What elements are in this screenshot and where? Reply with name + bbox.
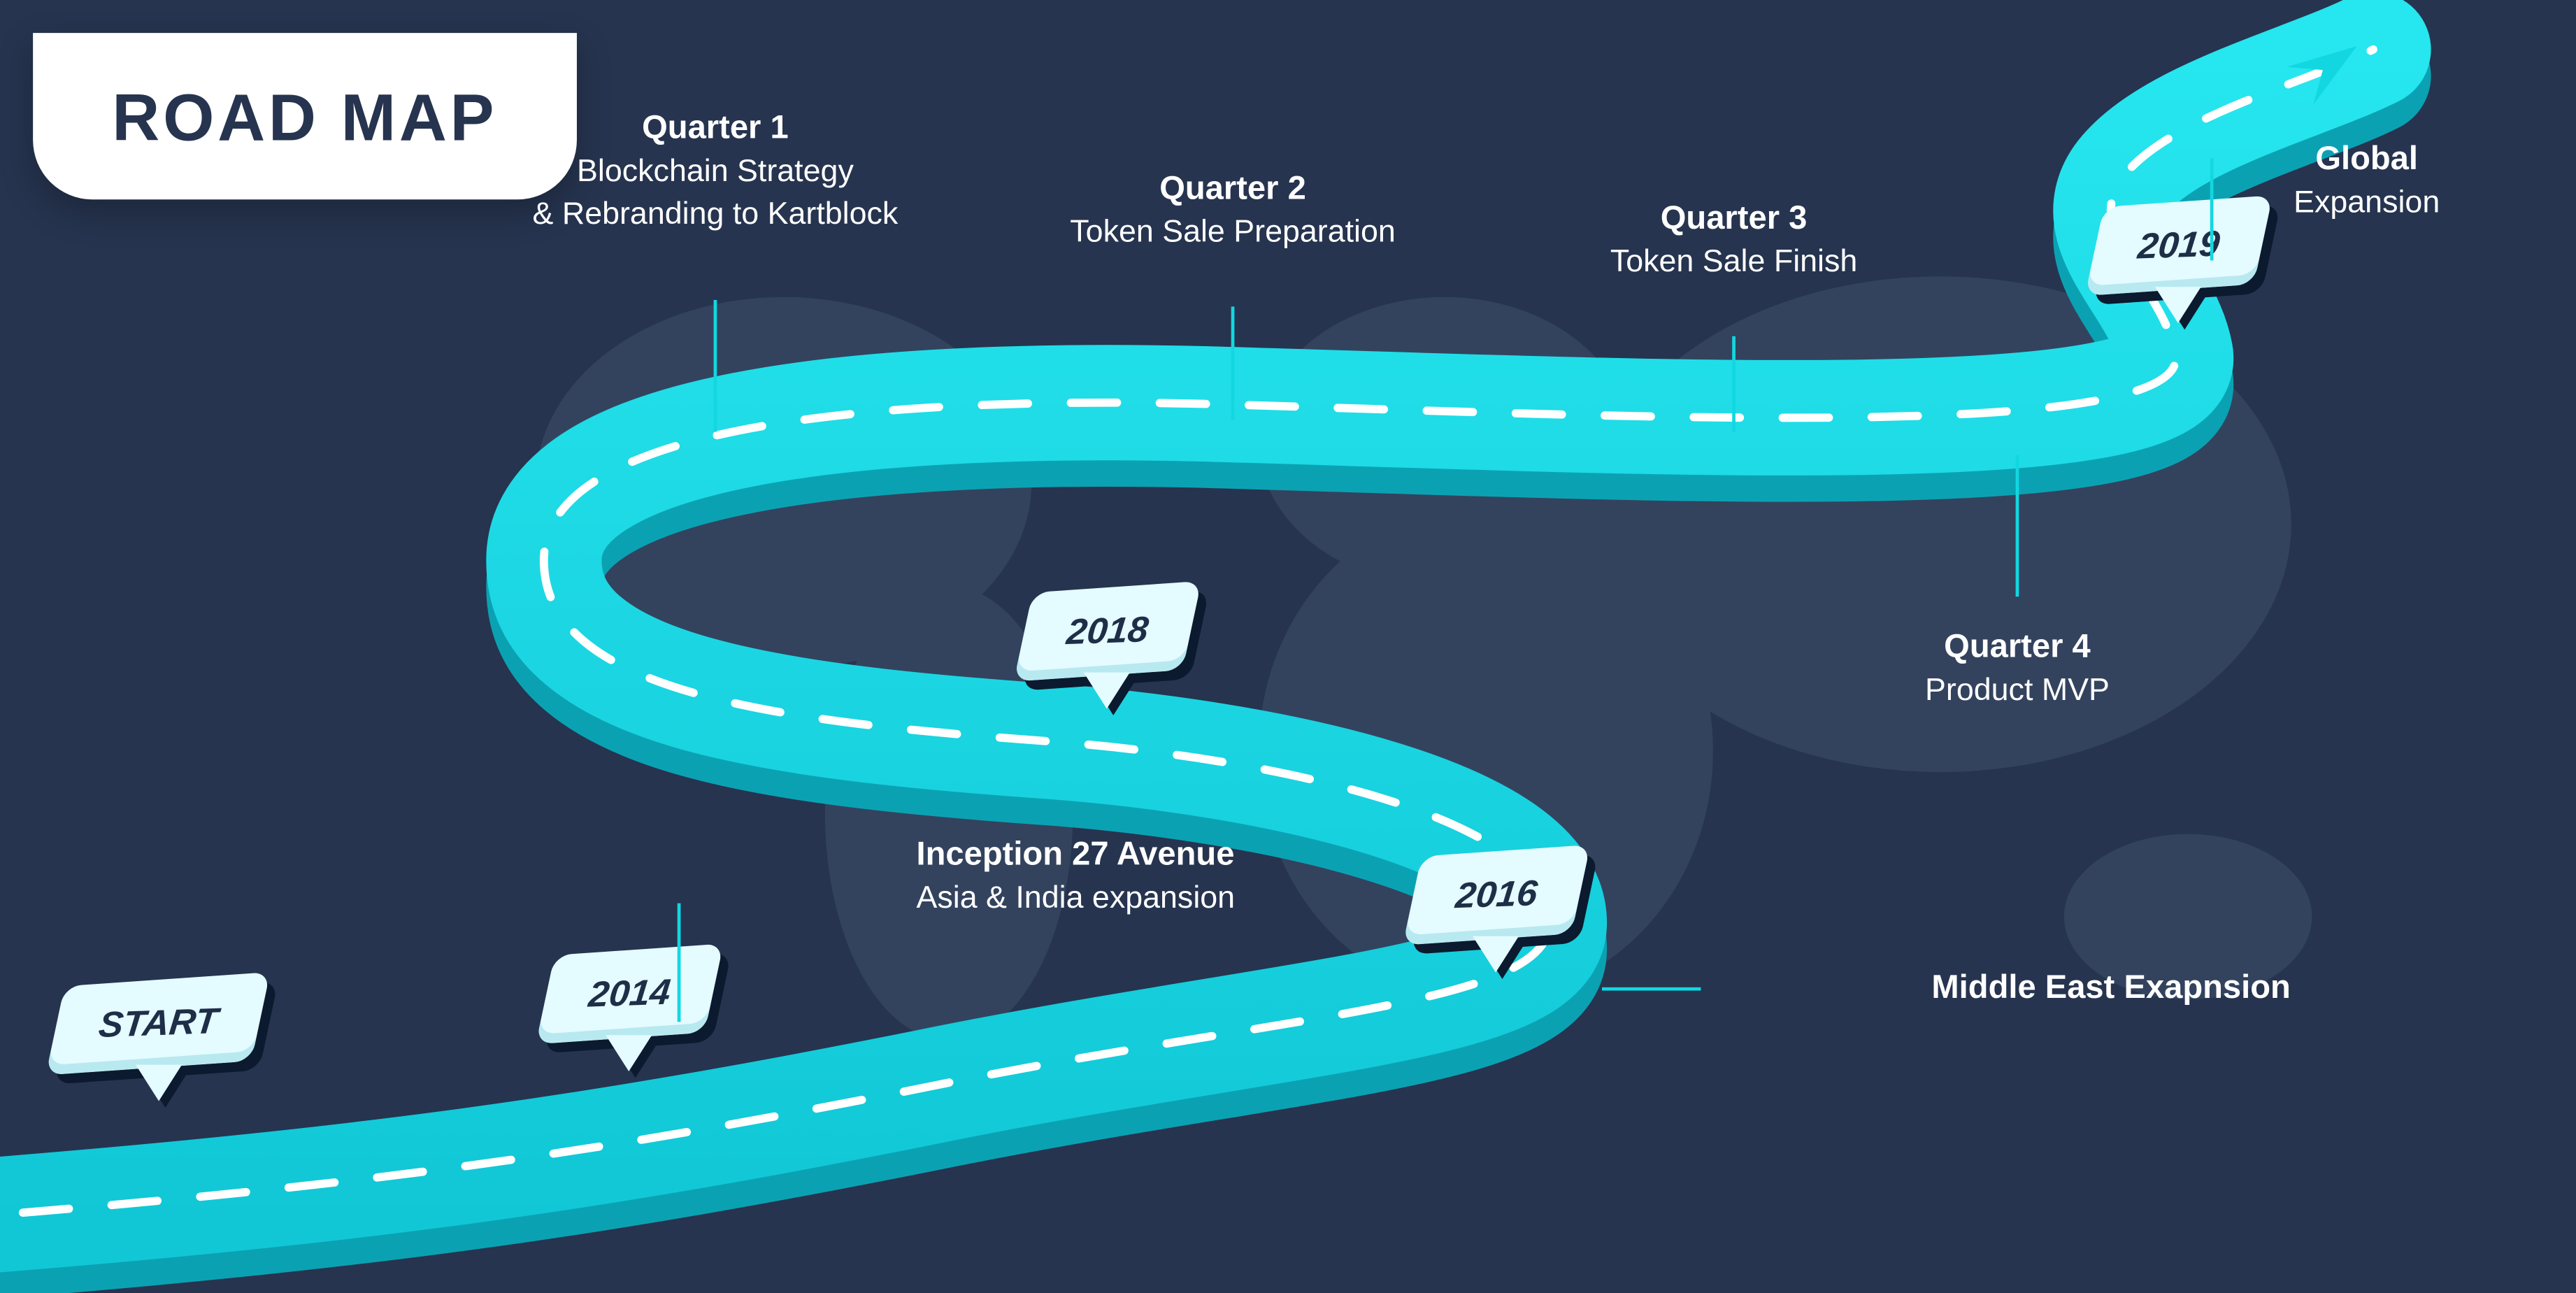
pin-sub: Expansion xyxy=(2294,183,2440,224)
marker-2014: 2014 xyxy=(546,950,713,1071)
marker-sign: 2016 xyxy=(1403,845,1591,945)
pin-sub: Asia & India expansion xyxy=(916,878,1235,920)
pin-label: Middle East Exapnsion xyxy=(1931,966,2290,1011)
pin-label: Quarter 2Token Sale Preparation xyxy=(1070,168,1396,255)
marker-2016: 2016 xyxy=(1413,850,1580,972)
pin-heading: Global xyxy=(2294,138,2440,183)
marker-start: START xyxy=(57,979,260,1101)
marker-label: 2016 xyxy=(1454,872,1540,917)
marker-sign: 2019 xyxy=(2085,195,2273,296)
marker-label: 2014 xyxy=(587,971,673,1017)
pin-label: Quarter 4Product MVP xyxy=(1925,626,2110,713)
marker-tail-icon xyxy=(606,1035,652,1071)
roadmap-stage: ROAD MAP START 2014 2016 2018 2019 Inception… xyxy=(0,0,2576,1292)
title-card: ROAD MAP xyxy=(33,33,576,199)
marker-sign: 2018 xyxy=(1014,581,1202,682)
marker-tail-icon xyxy=(2156,287,2202,323)
pin-sub: & Rebranding to Kartblock xyxy=(533,194,899,236)
marker-tail-icon xyxy=(135,1065,181,1101)
pin-sub: Token Sale Finish xyxy=(1610,242,1857,284)
marker-tail-icon xyxy=(1473,936,1519,973)
marker-sign: 2014 xyxy=(536,943,724,1044)
pin-label: Inception 27 AvenueAsia & India expansio… xyxy=(916,834,1235,920)
marker-2018: 2018 xyxy=(1024,587,1191,708)
marker-label: START xyxy=(96,1000,220,1047)
pin-stick xyxy=(2210,158,2214,260)
pin-stick xyxy=(1231,306,1235,420)
pin-heading: Inception 27 Avenue xyxy=(916,834,1235,878)
pin-heading: Quarter 2 xyxy=(1070,168,1396,213)
pin-stick xyxy=(678,903,681,1022)
page-title: ROAD MAP xyxy=(112,83,497,155)
marker-2019: 2019 xyxy=(2096,201,2262,323)
marker-label: 2019 xyxy=(2135,223,2221,269)
marker-tail-icon xyxy=(1085,673,1131,709)
marker-sign: START xyxy=(45,972,271,1076)
pin-stick xyxy=(2016,455,2019,597)
pin-label: Quarter 3Token Sale Finish xyxy=(1610,197,1857,284)
pin-sub: Token Sale Preparation xyxy=(1070,212,1396,254)
pin-stick xyxy=(714,300,717,432)
pin-stick xyxy=(1732,336,1736,432)
pin-label: Quarter 1Blockchain Strategy& Rebranding… xyxy=(533,107,899,236)
pin-stick xyxy=(1602,987,1701,991)
pin-heading: Quarter 3 xyxy=(1610,197,1857,242)
pin-sub: Blockchain Strategy xyxy=(533,152,899,194)
pin-heading: Middle East Exapnsion xyxy=(1931,966,2290,1011)
pin-heading: Quarter 4 xyxy=(1925,626,2110,671)
pin-heading: Quarter 1 xyxy=(533,107,899,152)
pin-label: GlobalExpansion xyxy=(2294,138,2440,224)
marker-label: 2018 xyxy=(1064,608,1150,654)
pin-sub: Product MVP xyxy=(1925,671,2110,713)
